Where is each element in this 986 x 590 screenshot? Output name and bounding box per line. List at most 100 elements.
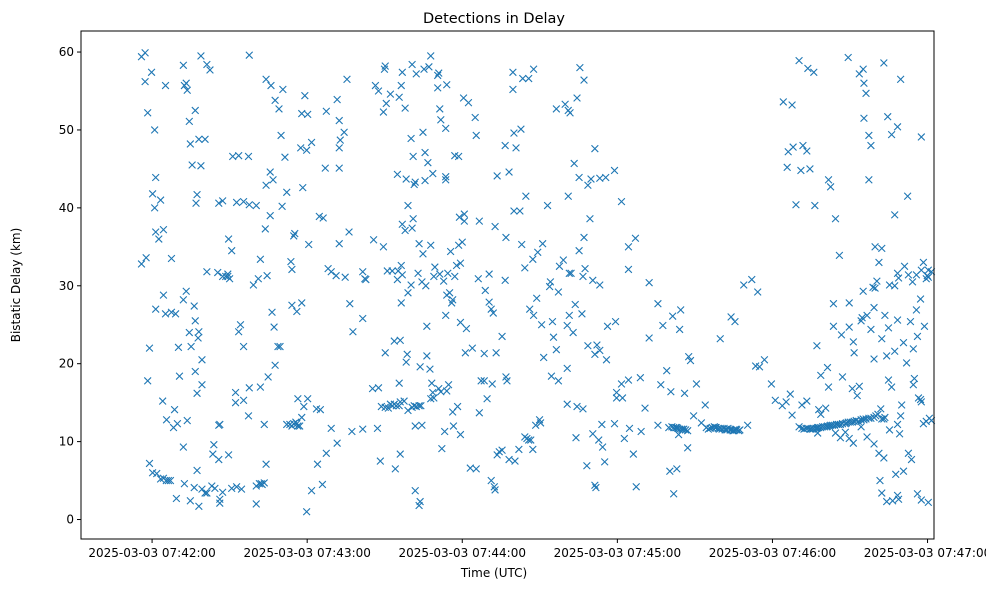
data-point: [195, 327, 203, 336]
data-point: [924, 273, 933, 281]
data-point: [213, 268, 222, 277]
data-point: [917, 266, 926, 274]
data-point: [302, 507, 311, 516]
data-point: [910, 374, 919, 383]
data-point: [249, 281, 258, 289]
data-point: [461, 348, 470, 357]
data-point: [147, 68, 156, 77]
data-point: [849, 439, 858, 447]
data-point: [610, 166, 619, 175]
data-point: [156, 196, 165, 204]
data-point: [580, 233, 588, 242]
data-point: [386, 90, 395, 98]
data-point: [865, 176, 873, 184]
data-point: [589, 276, 597, 285]
data-point: [198, 380, 206, 389]
data-point: [437, 116, 445, 124]
data-point: [876, 405, 885, 413]
data-point: [409, 152, 417, 161]
data-point: [348, 427, 356, 436]
data-point: [256, 383, 265, 391]
data-point: [686, 356, 695, 365]
data-point: [529, 255, 537, 264]
x-tick-label: 2025-03-03 07:43:00: [243, 546, 370, 560]
data-point: [567, 269, 575, 278]
data-point: [232, 198, 241, 207]
data-point: [407, 134, 415, 143]
data-point: [441, 172, 450, 181]
data-point: [416, 497, 424, 506]
data-point: [415, 401, 423, 410]
data-point: [411, 486, 420, 495]
data-point: [804, 64, 812, 73]
data-point: [890, 211, 899, 219]
data-point: [900, 262, 909, 271]
data-point: [313, 460, 322, 468]
data-point: [441, 176, 450, 184]
data-point: [455, 213, 464, 222]
data-point: [434, 69, 443, 77]
data-point: [167, 308, 176, 317]
data-point: [547, 372, 556, 380]
data-point: [481, 286, 490, 295]
data-point: [516, 207, 524, 215]
data-point: [260, 479, 269, 487]
data-point: [408, 60, 416, 69]
data-point: [232, 483, 241, 491]
data-point: [456, 259, 465, 267]
data-point: [863, 433, 871, 441]
y-tick-label: 40: [59, 201, 74, 215]
data-point: [871, 284, 879, 292]
data-point: [426, 241, 435, 250]
data-point: [539, 353, 548, 362]
data-point: [435, 105, 444, 113]
data-point: [919, 258, 928, 267]
data-point: [675, 325, 684, 334]
data-point: [159, 225, 168, 234]
data-point: [845, 323, 854, 331]
data-point: [916, 395, 925, 404]
data-point: [166, 476, 175, 485]
data-point: [262, 75, 270, 84]
data-point: [155, 235, 163, 243]
data-point: [252, 500, 261, 508]
data-point: [279, 85, 287, 94]
data-point: [611, 317, 620, 326]
data-point: [152, 469, 161, 478]
data-point: [427, 379, 436, 387]
data-point: [810, 68, 818, 77]
data-point: [418, 421, 426, 430]
data-point: [271, 361, 279, 370]
data-point: [524, 436, 533, 444]
data-point: [431, 263, 439, 271]
data-point: [271, 96, 279, 105]
data-point: [218, 488, 227, 497]
data-point: [671, 423, 680, 432]
data-point: [782, 398, 790, 406]
data-point: [227, 246, 236, 255]
data-point: [193, 190, 201, 199]
data-point: [848, 384, 857, 393]
data-point: [170, 405, 179, 414]
data-point: [916, 295, 925, 303]
data-point: [788, 411, 796, 419]
data-point: [920, 322, 929, 331]
data-point: [276, 342, 284, 351]
data-point: [172, 494, 181, 503]
data-point: [197, 162, 205, 170]
data-point: [792, 200, 800, 209]
data-point: [579, 272, 587, 281]
data-point: [841, 428, 850, 437]
data-point: [559, 256, 568, 264]
data-point: [426, 52, 435, 60]
data-point: [771, 396, 780, 405]
data-point: [441, 124, 450, 133]
data-point: [244, 152, 253, 161]
data-point: [844, 53, 852, 62]
data-point: [239, 342, 248, 351]
data-point: [860, 416, 868, 424]
data-point: [288, 301, 296, 310]
data-point: [601, 173, 610, 182]
data-point: [563, 321, 571, 330]
